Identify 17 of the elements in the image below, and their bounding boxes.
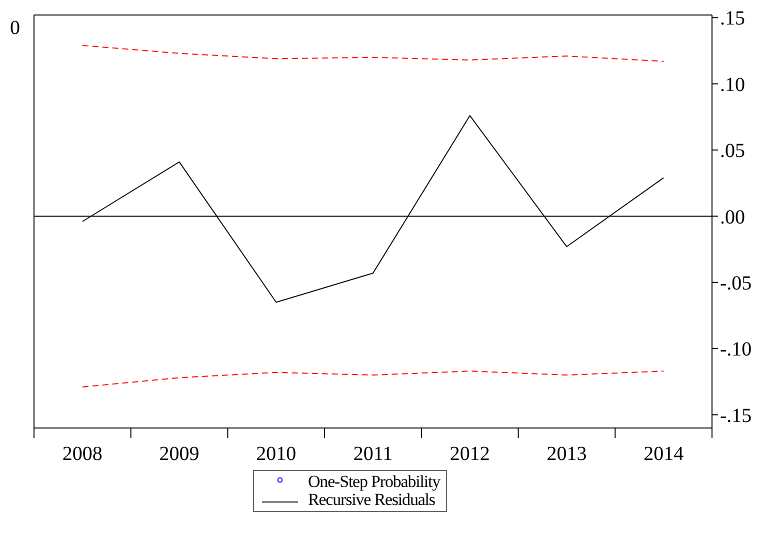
y2-tick-label: .15 xyxy=(720,8,745,30)
y2-tick-label: -.05 xyxy=(720,272,752,294)
y2-tick-label: .05 xyxy=(720,140,745,162)
x-tick-label: 2009 xyxy=(159,443,200,465)
legend-label: One-Step Probability xyxy=(308,472,440,491)
y2-tick-label: -.10 xyxy=(720,338,752,361)
y2-tick-label: .10 xyxy=(720,74,745,96)
y2-tick-label: .00 xyxy=(720,206,745,228)
x-tick-label: 2013 xyxy=(546,443,587,465)
x-tick-label: 2008 xyxy=(62,443,102,465)
legend-label: Recursive Residuals xyxy=(308,490,435,509)
x-tick-label: 2010 xyxy=(256,443,296,465)
x-tick-label: 2014 xyxy=(644,443,684,465)
x-tick-label: 2012 xyxy=(450,443,490,465)
text: 0 xyxy=(10,17,20,39)
y2-tick-label: -.15 xyxy=(720,404,752,427)
x-tick-label: 2011 xyxy=(353,443,393,465)
